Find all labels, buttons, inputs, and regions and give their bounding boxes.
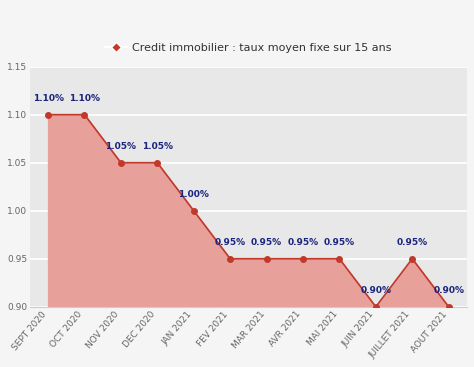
Text: 0.90%: 0.90% — [360, 286, 392, 295]
Text: 0.95%: 0.95% — [287, 238, 319, 247]
Text: 1.05%: 1.05% — [105, 142, 137, 151]
Text: 1.10%: 1.10% — [33, 94, 64, 103]
Legend: Credit immobilier : taux moyen fixe sur 15 ans: Credit immobilier : taux moyen fixe sur … — [101, 39, 396, 58]
Text: 1.10%: 1.10% — [69, 94, 100, 103]
Text: 0.90%: 0.90% — [433, 286, 464, 295]
Text: 0.95%: 0.95% — [215, 238, 246, 247]
Text: 1.05%: 1.05% — [142, 142, 173, 151]
Text: 1.00%: 1.00% — [178, 190, 209, 199]
Text: 0.95%: 0.95% — [251, 238, 282, 247]
Text: 0.95%: 0.95% — [397, 238, 428, 247]
Text: 0.95%: 0.95% — [324, 238, 355, 247]
